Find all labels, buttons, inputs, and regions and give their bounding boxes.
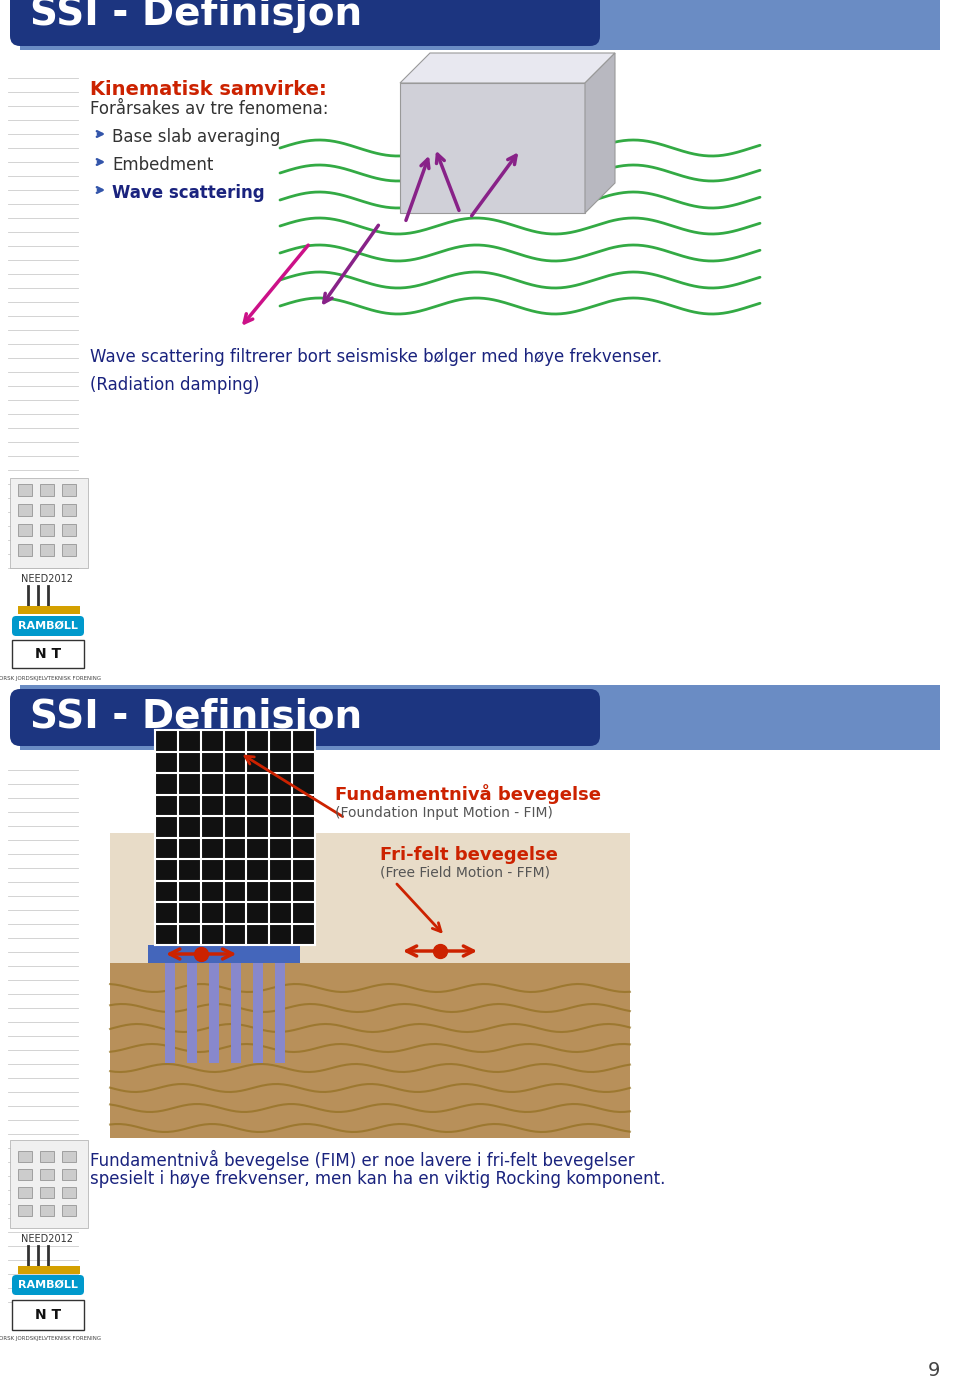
- Bar: [62, 484, 76, 496]
- Bar: [18, 1151, 32, 1162]
- Bar: [10, 478, 88, 568]
- FancyBboxPatch shape: [10, 0, 600, 46]
- Text: Base slab averaging: Base slab averaging: [112, 129, 280, 145]
- Polygon shape: [400, 53, 615, 82]
- Bar: [62, 544, 76, 556]
- Text: RAMBØLL: RAMBØLL: [18, 1281, 78, 1290]
- FancyBboxPatch shape: [12, 1275, 84, 1295]
- Text: Kinematisk samvirke:: Kinematisk samvirke:: [90, 80, 326, 99]
- Bar: [18, 505, 32, 516]
- Bar: [40, 484, 54, 496]
- Bar: [275, 963, 285, 1062]
- Text: Fundamentnivå bevegelse (FIM) er noe lavere i fri-felt bevegelser: Fundamentnivå bevegelse (FIM) er noe lav…: [90, 1151, 635, 1170]
- Bar: [18, 1169, 32, 1180]
- Text: spesielt i høye frekvenser, men kan ha en viktig Rocking komponent.: spesielt i høye frekvenser, men kan ha e…: [90, 1170, 665, 1188]
- Text: Embedment: Embedment: [112, 157, 213, 173]
- Bar: [209, 963, 219, 1062]
- Bar: [110, 833, 630, 963]
- Bar: [18, 1205, 32, 1216]
- Text: Wave scattering filtrerer bort seismiske bølger med høye frekvenser.: Wave scattering filtrerer bort seismiske…: [90, 348, 662, 366]
- Bar: [40, 544, 54, 556]
- Text: (Free Field Motion - FFM): (Free Field Motion - FFM): [380, 865, 550, 879]
- Bar: [400, 82, 585, 212]
- Bar: [62, 524, 76, 535]
- Text: NEED2012: NEED2012: [21, 575, 73, 584]
- Text: (Radiation damping): (Radiation damping): [90, 376, 259, 394]
- Text: Fundamentnivå bevegelse: Fundamentnivå bevegelse: [335, 784, 601, 804]
- Bar: [40, 505, 54, 516]
- Bar: [62, 1169, 76, 1180]
- Text: NORSK JORDSKJELVTEKNISK FORENING: NORSK JORDSKJELVTEKNISK FORENING: [0, 677, 101, 681]
- Text: (Foundation Input Motion - FIM): (Foundation Input Motion - FIM): [335, 807, 553, 821]
- Bar: [165, 963, 175, 1062]
- Bar: [40, 1187, 54, 1198]
- Bar: [20, 685, 940, 749]
- Text: SSI - Definisjon: SSI - Definisjon: [30, 0, 362, 34]
- Text: 9: 9: [927, 1362, 940, 1380]
- Text: NEED2012: NEED2012: [21, 1234, 73, 1244]
- FancyBboxPatch shape: [10, 689, 600, 747]
- Bar: [62, 505, 76, 516]
- Bar: [18, 544, 32, 556]
- Bar: [62, 1151, 76, 1162]
- Bar: [18, 524, 32, 535]
- Bar: [231, 963, 241, 1062]
- Bar: [18, 1267, 80, 1274]
- Text: RAMBØLL: RAMBØLL: [18, 621, 78, 630]
- Bar: [40, 1169, 54, 1180]
- Bar: [20, 0, 940, 50]
- Text: SSI - Definisjon: SSI - Definisjon: [30, 699, 362, 737]
- Bar: [110, 963, 630, 1138]
- Polygon shape: [585, 53, 615, 212]
- Bar: [62, 1205, 76, 1216]
- FancyBboxPatch shape: [12, 617, 84, 636]
- Bar: [62, 1187, 76, 1198]
- Text: Forårsakes av tre fenomena:: Forårsakes av tre fenomena:: [90, 101, 328, 117]
- Text: NORSK JORDSKJELVTEKNISK FORENING: NORSK JORDSKJELVTEKNISK FORENING: [0, 1336, 101, 1341]
- Text: N T: N T: [35, 647, 61, 661]
- Bar: [12, 640, 84, 668]
- Bar: [40, 1205, 54, 1216]
- Text: N T: N T: [35, 1309, 61, 1323]
- Text: Fri-felt bevegelse: Fri-felt bevegelse: [380, 846, 558, 864]
- Text: Wave scattering: Wave scattering: [112, 185, 265, 201]
- Bar: [18, 1187, 32, 1198]
- Bar: [12, 1300, 84, 1329]
- Bar: [40, 524, 54, 535]
- Bar: [253, 963, 263, 1062]
- Bar: [40, 1151, 54, 1162]
- Bar: [187, 963, 197, 1062]
- Bar: [155, 730, 315, 945]
- Bar: [148, 945, 300, 963]
- Bar: [18, 605, 80, 614]
- Bar: [10, 1139, 88, 1227]
- Bar: [18, 484, 32, 496]
